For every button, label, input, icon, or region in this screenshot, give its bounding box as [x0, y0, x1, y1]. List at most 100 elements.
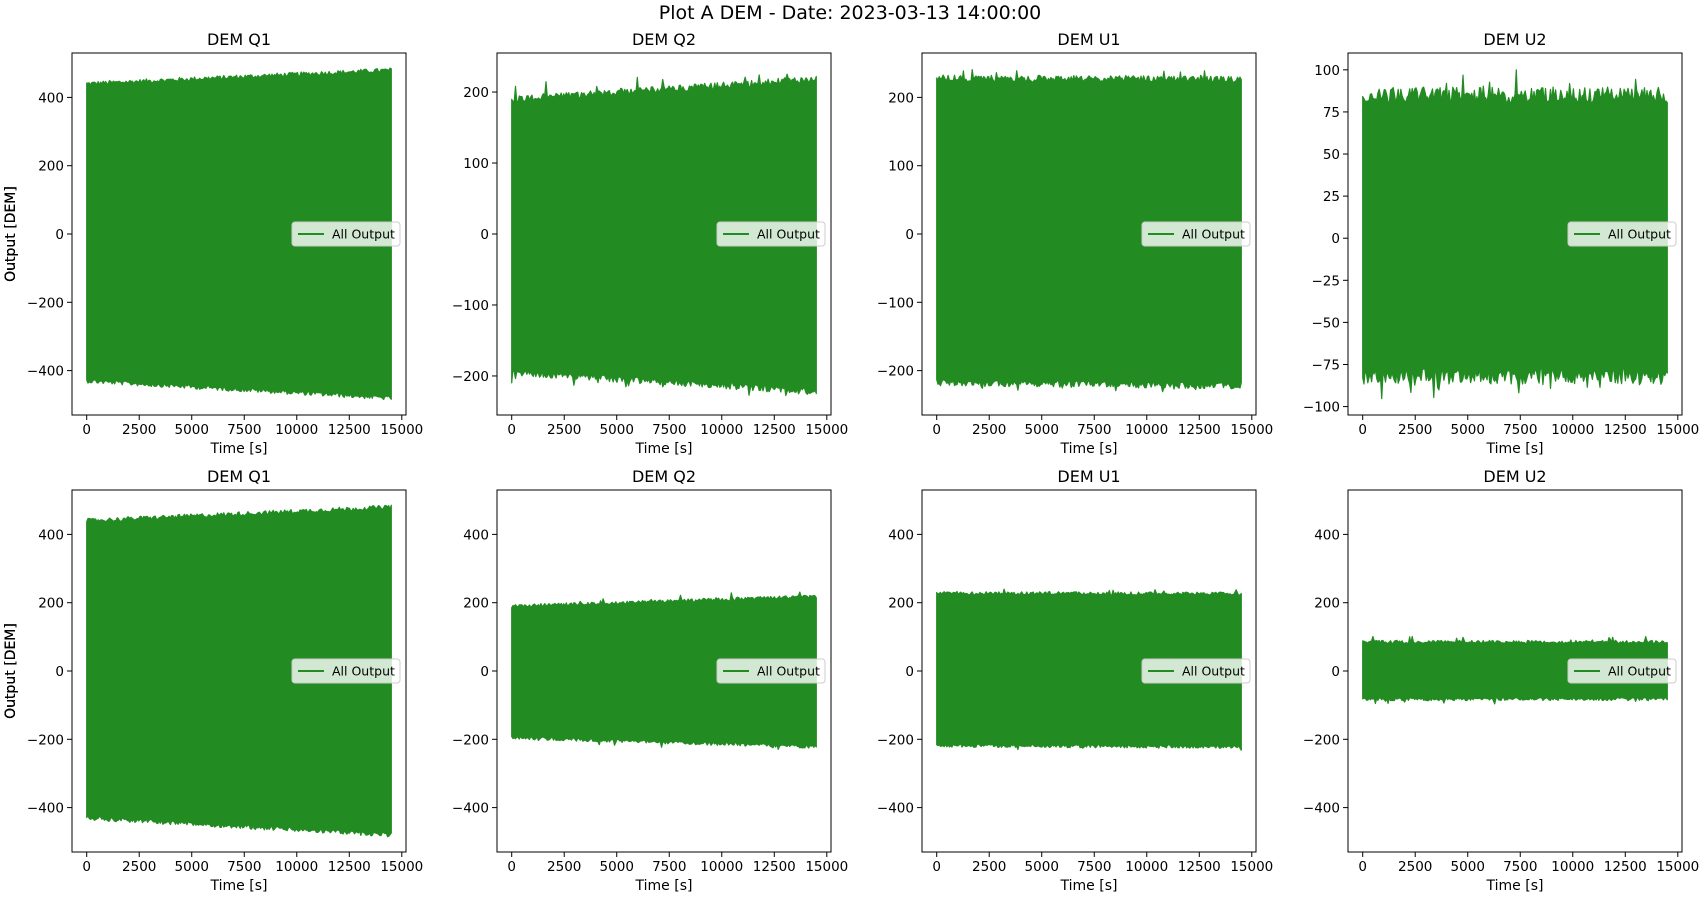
x-tick-label: 10000: [1551, 859, 1594, 875]
legend-box: [1567, 221, 1677, 247]
y-axis-label: Output [DEM]: [3, 623, 19, 719]
legend-label: All Output: [1608, 664, 1671, 679]
y-tick-label: −200: [877, 732, 914, 748]
y-tick-label: −400: [27, 801, 64, 817]
x-tick-label: 12500: [1178, 422, 1221, 438]
x-tick-label: 12500: [328, 422, 371, 438]
x-tick-label: 0: [932, 859, 941, 875]
y-tick-label: 400: [38, 90, 64, 106]
y-tick-label: 400: [1314, 527, 1340, 543]
legend: All Output: [1567, 658, 1677, 684]
legend: All Output: [291, 658, 401, 684]
y-tick-label: 200: [38, 596, 64, 612]
y-tick-label: 200: [888, 596, 914, 612]
x-tick-label: 15000: [805, 422, 848, 438]
x-tick-label: 7500: [1077, 859, 1111, 875]
x-tick-label: 5000: [600, 859, 634, 875]
chart-title: DEM U2: [1483, 30, 1546, 49]
chart-title: DEM U2: [1483, 467, 1546, 486]
chart-title: DEM U1: [1057, 30, 1120, 49]
x-tick-label: 0: [82, 859, 91, 875]
y-tick-label: 0: [1331, 664, 1340, 680]
x-tick-label: 10000: [700, 422, 743, 438]
chart-panel: DEM Q2 0 2500 5000 7500 10000 12500 15000 Time […: [3, 467, 848, 894]
y-axis-label: Output [DEM]: [3, 186, 19, 282]
x-axis-label: Time [s]: [1060, 878, 1118, 894]
x-tick-label: 12500: [753, 859, 796, 875]
y-tick-label: 0: [55, 664, 64, 680]
plot-frame: [1347, 52, 1683, 416]
x-tick-label: 15000: [1656, 859, 1699, 875]
x-tick-label: 2500: [972, 422, 1006, 438]
x-tick-label: 7500: [652, 422, 686, 438]
y-tick-label: 400: [463, 527, 489, 543]
x-tick-label: 10000: [275, 859, 318, 875]
chart-panel: DEM Q1 0 2500 5000 7500 10000 12500 15000 Time […: [3, 467, 423, 894]
x-tick-label: 5000: [1451, 422, 1485, 438]
x-tick-label: 0: [82, 422, 91, 438]
series-all-output: [511, 73, 817, 397]
y-tick-label: 200: [463, 85, 489, 101]
legend-label: All Output: [332, 664, 395, 679]
y-tick-label: 0: [905, 664, 914, 680]
y-tick-label: 0: [480, 664, 489, 680]
x-tick-label: 5000: [1451, 859, 1485, 875]
x-tick-label: 12500: [1604, 422, 1647, 438]
chart-panel: DEM Q1 0 2500 5000 7500 10000 12500 15000 Time […: [3, 30, 423, 457]
y-tick-label: 200: [1314, 596, 1340, 612]
y-tick-label: −75: [1312, 357, 1341, 373]
x-tick-label: 7500: [652, 859, 686, 875]
chart-panel: DEM U2 0 2500 5000 7500 10000 12500 15000 Time […: [3, 467, 1699, 894]
y-tick-label: 0: [1331, 231, 1340, 247]
x-tick-label: 12500: [753, 422, 796, 438]
series-all-output: [511, 591, 817, 751]
legend-label: All Output: [1608, 227, 1671, 242]
y-tick-label: 200: [888, 90, 914, 106]
y-tick-label: −200: [877, 364, 914, 380]
x-tick-label: 0: [507, 859, 516, 875]
y-tick-label: −400: [452, 801, 489, 817]
x-tick-label: 12500: [1178, 859, 1221, 875]
x-tick-label: 15000: [380, 422, 423, 438]
x-tick-label: 7500: [1503, 859, 1537, 875]
x-axis-label: Time [s]: [635, 441, 693, 457]
y-tick-label: −200: [1303, 732, 1340, 748]
x-tick-label: 0: [1358, 422, 1367, 438]
y-axis-label: Output [DEM]: [3, 186, 19, 282]
y-axis-label: Output [DEM]: [3, 186, 19, 282]
x-axis-label: Time [s]: [210, 878, 268, 894]
series-all-output: [86, 67, 392, 400]
x-tick-label: 5000: [1025, 422, 1059, 438]
series-all-output: [936, 588, 1242, 751]
y-axis-label: Output [DEM]: [3, 623, 19, 719]
chart-title: DEM Q1: [207, 467, 271, 486]
y-tick-label: −100: [1303, 400, 1340, 416]
x-tick-label: 5000: [1025, 859, 1059, 875]
y-tick-label: 0: [480, 227, 489, 243]
legend-box: [1141, 221, 1251, 247]
legend-label: All Output: [757, 664, 820, 679]
x-tick-label: 10000: [1125, 859, 1168, 875]
x-tick-label: 2500: [122, 859, 156, 875]
y-tick-label: 25: [1323, 189, 1340, 205]
y-tick-label: −100: [877, 295, 914, 311]
y-tick-label: 0: [55, 227, 64, 243]
x-axis-label: Time [s]: [635, 878, 693, 894]
x-axis-label: Time [s]: [1486, 441, 1544, 457]
chart-panel: DEM U1 0 2500 5000 7500 10000 12500 15000 Time […: [3, 467, 1273, 894]
y-tick-label: −400: [877, 801, 914, 817]
series-all-output: [1362, 635, 1668, 705]
x-tick-label: 5000: [175, 422, 209, 438]
x-tick-label: 7500: [1077, 422, 1111, 438]
legend-box: [291, 221, 401, 247]
x-axis-label: Time [s]: [210, 441, 268, 457]
x-tick-label: 2500: [1398, 859, 1432, 875]
chart-title: DEM Q2: [632, 30, 696, 49]
x-tick-label: 2500: [1398, 422, 1432, 438]
x-tick-label: 15000: [380, 859, 423, 875]
y-axis-label: Output [DEM]: [3, 623, 19, 719]
chart-title: DEM Q1: [207, 30, 271, 49]
chart-title: DEM Q2: [632, 467, 696, 486]
